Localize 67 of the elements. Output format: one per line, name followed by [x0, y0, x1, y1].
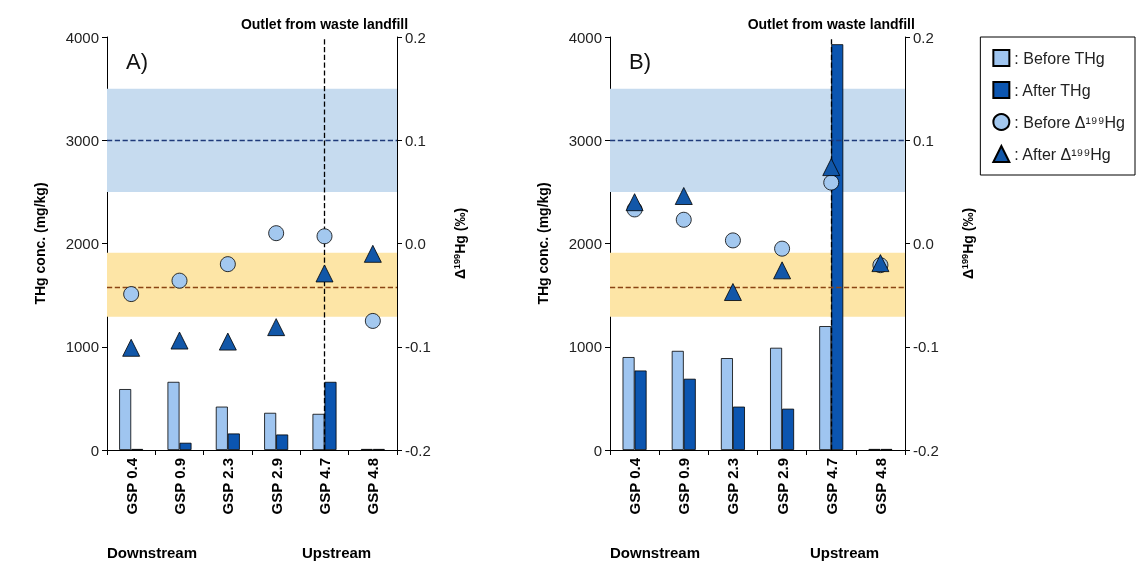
- point: [822, 158, 841, 176]
- point: [170, 331, 189, 350]
- x-tick-label: GSP 0.4: [626, 457, 644, 515]
- y2-tick-label: -0.1: [405, 338, 431, 356]
- x-tick-label: GSP 0.4: [122, 457, 140, 515]
- point: [674, 187, 693, 205]
- y2-tick-label: 0.1: [913, 131, 934, 149]
- point: [625, 193, 644, 212]
- point: [268, 225, 285, 242]
- text: Downstream: [107, 544, 198, 561]
- y2-axis-title: Δ199Hg (‰): [959, 207, 976, 280]
- y-tick-label: 3000: [65, 131, 99, 149]
- point: [675, 211, 692, 228]
- y2-tick-label: -0.1: [913, 338, 939, 356]
- x-tick-label: GSP 0.9: [171, 458, 188, 515]
- text: Upstream: [302, 544, 372, 561]
- text: Downstream: [610, 544, 701, 561]
- point: [774, 240, 790, 257]
- point: [171, 272, 188, 289]
- y-tick-label: 2000: [568, 235, 602, 252]
- point: [725, 232, 741, 249]
- x-tick-label: GSP 2.3: [219, 458, 237, 515]
- y2-tick-label: -0.2: [913, 441, 939, 459]
- text: A): [126, 48, 148, 74]
- x-tick-label: GSP 2.9: [267, 458, 285, 515]
- x-tick-label: GSP 4.7: [822, 458, 840, 515]
- x-tick-label: GSP 2.9: [773, 458, 791, 515]
- point: [316, 228, 333, 245]
- x-tick-label: GSP 4.8: [871, 458, 889, 515]
- point: [218, 332, 237, 351]
- y-tick-label: 3000: [568, 131, 602, 149]
- point: [122, 338, 141, 357]
- text: Upstream: [810, 544, 880, 561]
- point: [267, 318, 286, 337]
- y-tick-label: 1000: [568, 338, 602, 356]
- y-axis-title: THg conc. (mg/kg): [32, 182, 48, 305]
- point: [773, 261, 791, 280]
- legend-label: : After THg: [1014, 81, 1091, 99]
- y2-tick-label: -0.2: [405, 441, 431, 459]
- point: [823, 174, 840, 191]
- point: [364, 313, 381, 329]
- y2-axis-title: Δ199Hg (‰): [451, 207, 468, 280]
- point: [123, 286, 140, 302]
- legend-label: : Before Δ¹⁹⁹Hg: [1014, 113, 1126, 131]
- text: B): [629, 48, 651, 74]
- y-tick-label: 1000: [65, 338, 99, 356]
- y2-tick-label: 0.2: [913, 28, 934, 46]
- point: [724, 283, 742, 301]
- point: [219, 256, 236, 273]
- x-tick-label: GSP 0.9: [675, 458, 693, 515]
- y2-tick-label: 0.0: [405, 235, 426, 252]
- y2-tick-label: 0.1: [405, 131, 426, 149]
- x-tick-label: GSP 4.7: [316, 458, 333, 515]
- y-tick-label: 2000: [65, 235, 99, 252]
- legend-label: : Before THg: [1014, 49, 1105, 67]
- ref-line-label: Outlet from waste landfill: [747, 16, 915, 32]
- legend-label: : After Δ¹⁹⁹Hg: [1014, 145, 1111, 163]
- y-tick-label: 0: [90, 441, 99, 459]
- x-tick-label: GSP 2.3: [724, 458, 742, 515]
- x-tick-label: GSP 4.8: [364, 458, 382, 515]
- y-axis-title: THg conc. (mg/kg): [535, 182, 551, 305]
- y-tick-label: 0: [593, 441, 602, 459]
- y-tick-label: 4000: [65, 28, 99, 46]
- y-tick-label: 4000: [568, 28, 602, 46]
- point: [363, 244, 382, 263]
- point: [315, 264, 334, 283]
- y2-tick-label: 0.0: [913, 235, 934, 252]
